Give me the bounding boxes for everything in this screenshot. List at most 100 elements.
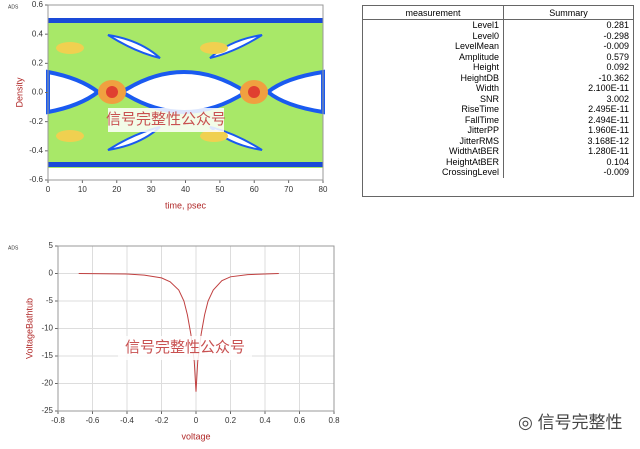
row: JitterRMS 3.168E-12 xyxy=(363,135,633,146)
watermark: 信号完整性公众号 xyxy=(106,111,226,128)
cell: Amplitude xyxy=(363,51,504,62)
cell: HeightAtBER xyxy=(363,156,504,167)
cell: 0.579 xyxy=(606,51,629,62)
cell: JitterPP xyxy=(363,125,504,136)
cell: Level1 xyxy=(363,19,504,31)
header-cell: Summary xyxy=(503,6,633,20)
corner-label: ADS xyxy=(8,4,19,10)
watermark-box xyxy=(108,108,224,132)
cell: Level0 xyxy=(363,30,504,41)
cell: CrossingLevel xyxy=(363,167,504,178)
x-tick-label: 0.2 xyxy=(225,416,237,425)
row: CrossingLevel -0.009 xyxy=(363,167,633,178)
plot-frame xyxy=(57,245,335,412)
y-tick-label: 0.0 xyxy=(32,88,44,97)
x-tick-label: 0.4 xyxy=(259,416,271,425)
x-tick-label: 0.8 xyxy=(328,416,340,425)
row: Amplitude 0.579 xyxy=(363,51,633,62)
x-tick-label: 0 xyxy=(46,185,51,194)
header-row: measurement Summary xyxy=(363,6,633,20)
row: Level1 0.281 xyxy=(363,19,633,31)
row: Level0 -0.298 xyxy=(363,30,633,41)
y-axis-label: VoltageBathtub xyxy=(24,298,34,359)
row: Width 2.100E-11 xyxy=(363,83,633,94)
cell: 1.280E-11 xyxy=(588,146,629,156)
cell: 0.281 xyxy=(606,20,629,30)
y-tick-label: -20 xyxy=(41,379,53,388)
plot-frame xyxy=(47,4,324,181)
x-tick-label: 40 xyxy=(181,185,190,194)
x-tick-label: 20 xyxy=(112,185,121,194)
cell: -0.009 xyxy=(603,41,629,51)
row: HeightDB -10.362 xyxy=(363,72,633,83)
y-axis-label: Density xyxy=(14,77,24,108)
watermark: 信号完整性公众号 xyxy=(125,339,245,356)
cell: FallTime xyxy=(363,114,504,125)
cell: 2.494E-11 xyxy=(588,114,629,125)
cell: 0.092 xyxy=(606,62,629,72)
logo: ◎ 信号完整性 xyxy=(518,413,623,432)
cell: LevelMean xyxy=(363,41,504,52)
row: FallTime 2.494E-11 xyxy=(363,114,633,125)
cell: -0.298 xyxy=(603,30,629,41)
cell: RiseTime xyxy=(363,104,504,115)
cell: 2.100E-11 xyxy=(588,83,629,93)
logo-text: 信号完整性 xyxy=(537,413,623,432)
table: measurement Summary Level1 0.281 Level0 -0.29… xyxy=(363,6,633,178)
row: HeightAtBER 0.104 xyxy=(363,156,633,167)
x-axis-label: time, psec xyxy=(165,200,207,210)
y-tick-label: -25 xyxy=(41,406,53,415)
cell: -0.009 xyxy=(603,167,629,177)
x-axis-label: voltage xyxy=(181,431,210,441)
row: Height 0.092 xyxy=(363,62,633,73)
y-tick-label: -0.4 xyxy=(29,146,43,155)
watermark-box xyxy=(118,336,252,360)
y-tick-label: 0.4 xyxy=(32,29,44,38)
x-tick-label: -0.8 xyxy=(51,416,65,425)
y-tick-label: -15 xyxy=(41,351,53,360)
x-tick-label: -0.2 xyxy=(155,416,169,425)
x-tick-label: -0.4 xyxy=(120,416,134,425)
y-tick-label: 0.2 xyxy=(32,58,44,67)
cell: JitterRMS xyxy=(363,135,504,146)
eye-image xyxy=(46,18,325,168)
cell: 0.104 xyxy=(606,156,629,167)
cell: 1.960E-11 xyxy=(588,125,629,135)
row: WidthAtBER 1.280E-11 xyxy=(363,146,633,157)
cell: 3.168E-12 xyxy=(587,135,629,146)
y-tick-label: -5 xyxy=(46,296,54,305)
y-tick-label: 5 xyxy=(49,241,54,250)
y-tick-label: 0.6 xyxy=(32,0,44,9)
x-tick-label: 70 xyxy=(284,185,293,194)
corner-label: ADS xyxy=(8,245,19,251)
cell: 3.002 xyxy=(606,93,629,104)
x-tick-label: -0.6 xyxy=(86,416,100,425)
x-tick-label: 0.6 xyxy=(294,416,306,425)
cell: Height xyxy=(363,62,504,73)
row: LevelMean -0.009 xyxy=(363,41,633,52)
x-tick-label: 50 xyxy=(215,185,224,194)
cell: -10.362 xyxy=(598,72,629,83)
cell: HeightDB xyxy=(363,72,504,83)
x-tick-label: 30 xyxy=(147,185,156,194)
header-cell: measurement xyxy=(363,6,504,20)
x-tick-label: 60 xyxy=(250,185,259,194)
y-tick-label: -0.6 xyxy=(29,175,43,184)
cell: Width xyxy=(363,83,504,94)
cell: 2.495E-11 xyxy=(588,104,629,114)
x-tick-label: 0 xyxy=(194,416,199,425)
x-tick-label: 10 xyxy=(78,185,87,194)
x-tick-label: 80 xyxy=(319,185,328,194)
y-tick-label: -0.2 xyxy=(29,117,43,126)
cell: SNR xyxy=(363,93,504,104)
row: JitterPP 1.960E-11 xyxy=(363,125,633,136)
cell: WidthAtBER xyxy=(363,146,504,157)
y-tick-label: -10 xyxy=(41,324,53,333)
row: SNR 3.002 xyxy=(363,93,633,104)
row: RiseTime 2.495E-11 xyxy=(363,104,633,115)
line xyxy=(78,273,279,392)
measurement-table: measurement Summary Level1 0.281 Level0 -0.29… xyxy=(362,5,634,197)
y-tick-label: 0 xyxy=(49,269,54,278)
